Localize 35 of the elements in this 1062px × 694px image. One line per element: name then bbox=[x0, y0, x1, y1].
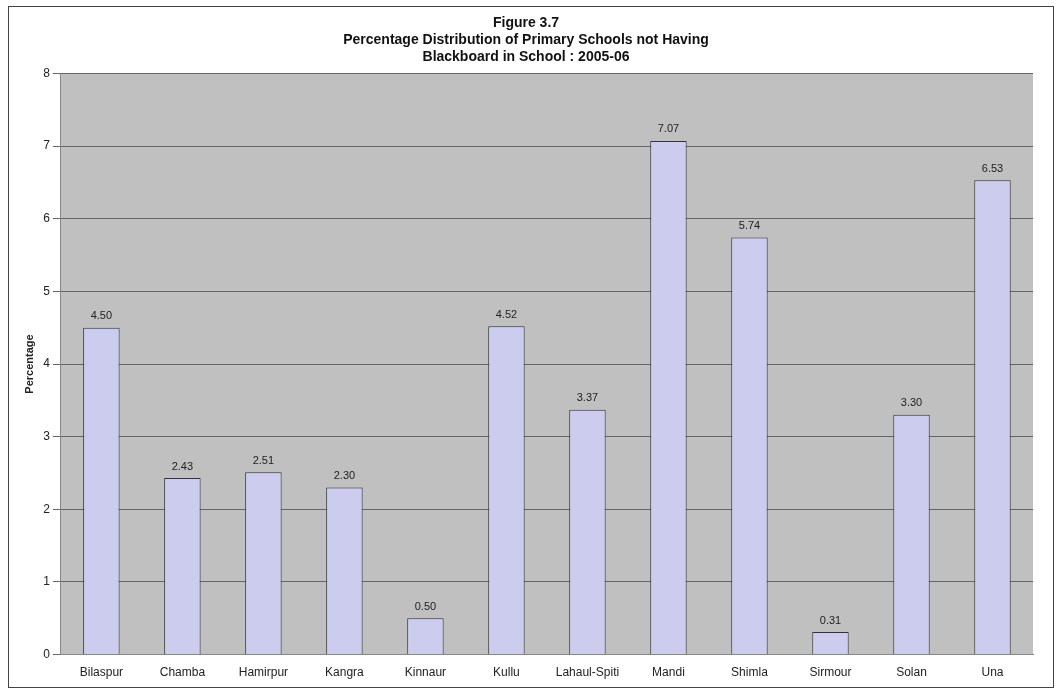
y-tick-label: 5 bbox=[43, 283, 51, 298]
data-label: 3.30 bbox=[900, 396, 923, 409]
data-label: 3.37 bbox=[576, 391, 599, 404]
data-label: 2.30 bbox=[333, 469, 356, 482]
chart-title: Figure 3.7 Percentage Distribution of Primary Schools not Having Blackboard in School : 2005-06 bbox=[343, 14, 709, 64]
y-tick-label: 0 bbox=[43, 646, 51, 661]
data-label: 5.74 bbox=[738, 219, 761, 232]
x-tick-label: Lahaul-Spiti bbox=[555, 665, 620, 680]
data-label: 4.50 bbox=[90, 309, 113, 322]
y-tick-label: 8 bbox=[43, 65, 51, 80]
data-label: 7.07 bbox=[657, 122, 680, 135]
x-tick-label: Una bbox=[981, 665, 1004, 680]
x-tick-label: Kangra bbox=[325, 665, 365, 680]
x-tick-label: Solan bbox=[896, 665, 927, 680]
y-axis-title: Percentage bbox=[22, 334, 35, 394]
data-label: 0.50 bbox=[414, 599, 437, 612]
y-tick-label: 3 bbox=[43, 428, 51, 443]
y-tick-label: 2 bbox=[43, 501, 51, 516]
data-label: 6.53 bbox=[981, 161, 1004, 174]
x-tick-label: Kullu bbox=[493, 665, 520, 680]
data-label: 4.52 bbox=[495, 307, 518, 320]
x-tick-label: Kinnaur bbox=[404, 665, 447, 680]
x-tick-label: Shimla bbox=[731, 665, 769, 680]
y-tick-label: 1 bbox=[43, 574, 51, 589]
x-tick-label: Chamba bbox=[159, 665, 206, 680]
x-tick-label: Sirmour bbox=[809, 665, 852, 680]
data-label: 2.51 bbox=[252, 453, 275, 466]
x-tick-label: Mandi bbox=[652, 665, 685, 680]
x-tick-label: Bilaspur bbox=[79, 665, 124, 680]
y-tick-label: 7 bbox=[43, 138, 51, 153]
y-tick-label: 6 bbox=[43, 211, 51, 226]
data-label: 2.43 bbox=[171, 459, 194, 472]
y-tick-label: 4 bbox=[43, 356, 51, 371]
x-tick-label: Hamirpur bbox=[238, 665, 289, 680]
data-label: 0.31 bbox=[819, 613, 842, 626]
